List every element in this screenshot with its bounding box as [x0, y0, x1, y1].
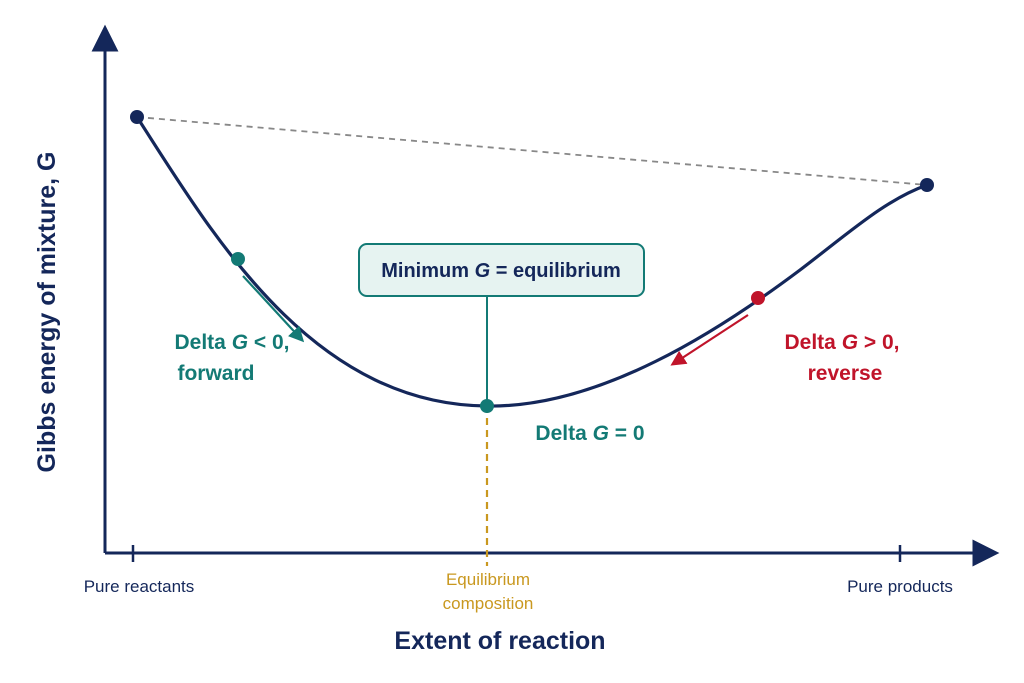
reverse-note: Delta G > 0, [785, 331, 900, 354]
gibbs-curve [135, 116, 928, 408]
pure-products-point [920, 178, 934, 192]
x-label-equilibrium-line1: Equilibrium [446, 570, 530, 589]
forward-note-line2: forward [177, 362, 254, 385]
reverse-point [751, 291, 765, 305]
x-label-reactants: Pure reactants [84, 577, 195, 596]
callout-text: Minimum G = equilibrium [381, 260, 620, 282]
equilibrium-note: Delta G = 0 [535, 422, 644, 445]
equilibrium-point [480, 399, 494, 413]
callout-box [358, 243, 645, 297]
x-label-equilibrium-line2: composition [443, 594, 534, 613]
forward-point [231, 252, 245, 266]
reverse-note-line2: reverse [808, 362, 883, 385]
x-axis-title: Extent of reaction [394, 627, 605, 655]
x-label-products: Pure products [847, 577, 953, 596]
forward-arrow-icon [242, 275, 305, 343]
reverse-arrow-icon [670, 314, 749, 366]
forward-note: Delta G < 0, [175, 331, 290, 354]
y-axis-title: Gibbs energy of mixture, G [33, 152, 61, 473]
chord-line [136, 116, 928, 186]
pure-reactants-point [130, 110, 144, 124]
